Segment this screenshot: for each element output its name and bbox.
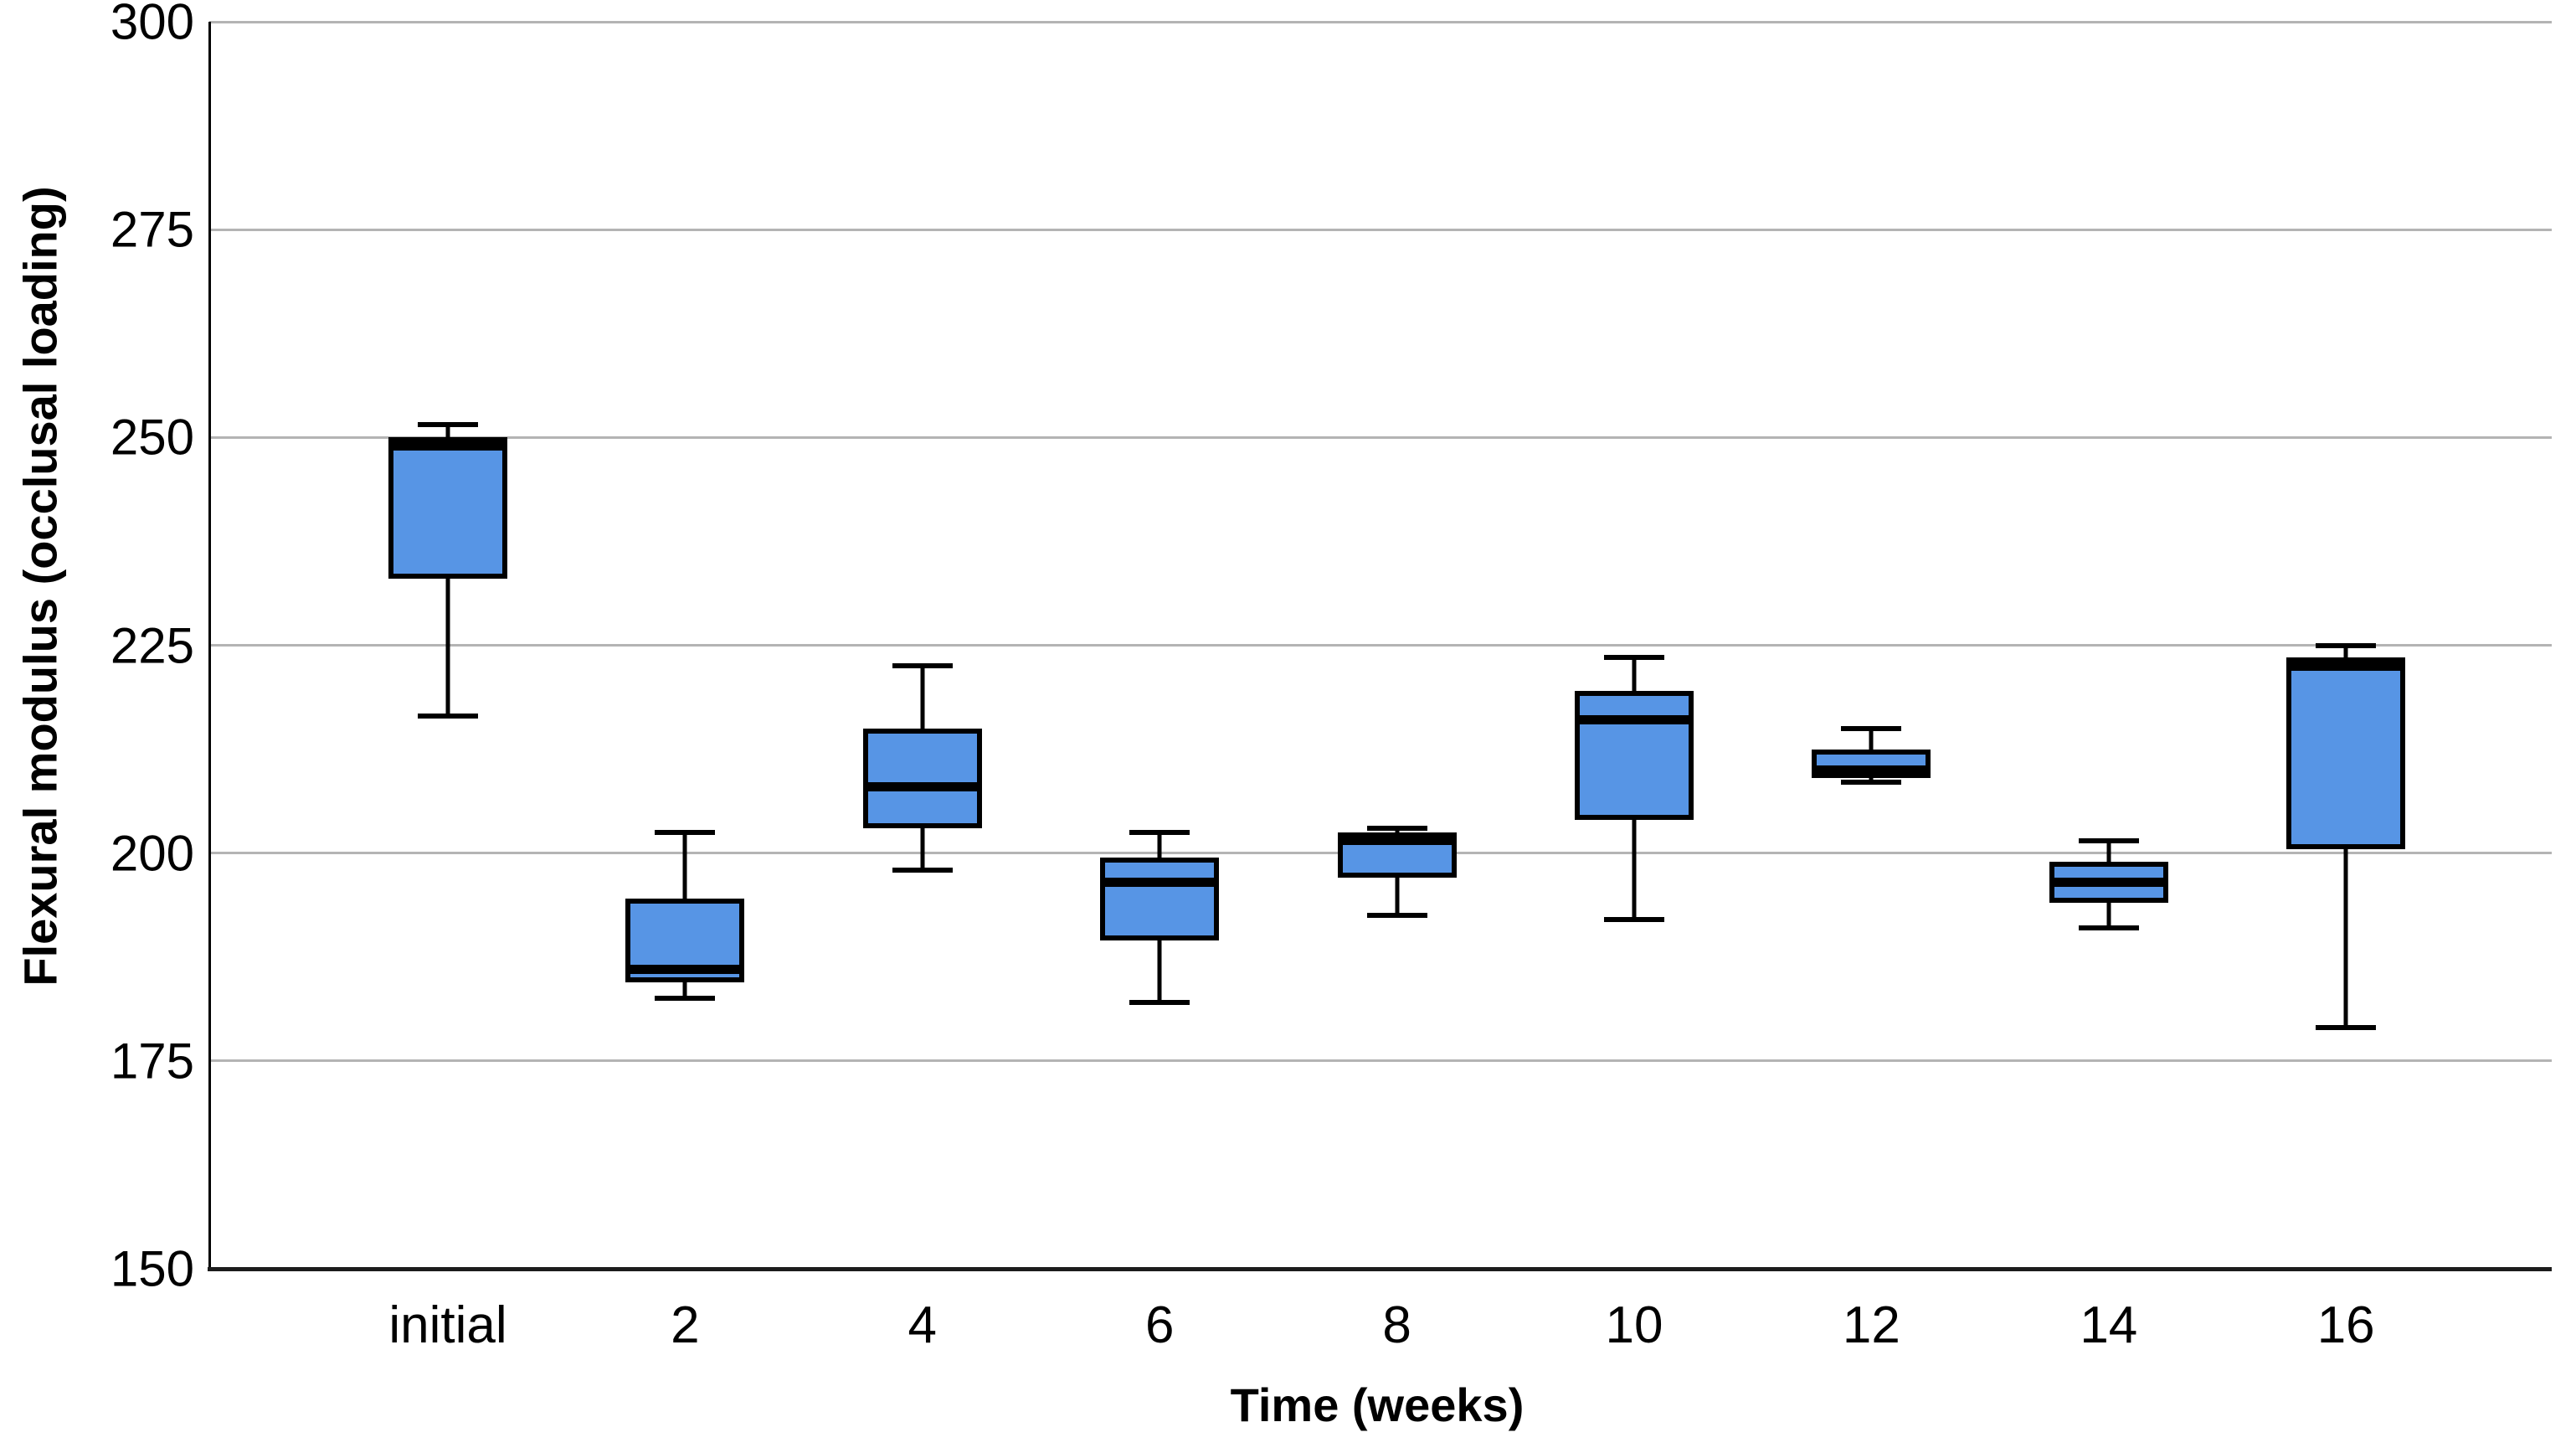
box-14-min-cap xyxy=(2078,925,2139,930)
box-2-max-cap xyxy=(655,829,716,835)
box-14-max-cap xyxy=(2078,837,2139,843)
box-2-lower-whisker xyxy=(682,982,687,999)
box-6-lower-whisker xyxy=(1157,940,1162,1003)
box-initial-max-cap xyxy=(418,422,478,428)
box-12-max-cap xyxy=(1841,725,1902,731)
box-8-min-cap xyxy=(1366,913,1427,919)
box-16-median-line xyxy=(2286,661,2406,671)
x-tick-label-14: 14 xyxy=(2080,1296,2138,1354)
box-6-median-line xyxy=(1100,877,1220,887)
x-tick-label-16: 16 xyxy=(2316,1296,2375,1354)
box-10-lower-whisker xyxy=(1632,819,1637,920)
box-16-max-cap xyxy=(2316,642,2377,648)
y-tick-label-200: 200 xyxy=(110,825,194,882)
box-4-iqr-box xyxy=(862,728,982,828)
box-initial-median-line xyxy=(388,441,507,451)
box-2-upper-whisker xyxy=(682,832,687,899)
gridline-250 xyxy=(209,435,2552,439)
box-6-max-cap xyxy=(1129,829,1190,835)
y-tick-label-275: 275 xyxy=(110,201,194,258)
gridline-175 xyxy=(209,1059,2552,1063)
box-initial-upper-whisker xyxy=(445,425,450,438)
box-6-min-cap xyxy=(1129,1000,1190,1006)
x-tick-label-2: 2 xyxy=(671,1296,700,1354)
box-initial-iqr-box xyxy=(388,437,507,580)
box-12-upper-whisker xyxy=(1869,728,1874,750)
y-tick-label-225: 225 xyxy=(110,617,194,673)
box-6-upper-whisker xyxy=(1157,832,1162,858)
box-initial-min-cap xyxy=(418,713,478,719)
gridline-275 xyxy=(209,228,2552,231)
box-4-lower-whisker xyxy=(920,827,925,870)
box-16-min-cap xyxy=(2316,1025,2377,1031)
box-12-min-cap xyxy=(1841,780,1902,786)
y-tick-label-250: 250 xyxy=(110,409,194,466)
x-tick-label-initial: initial xyxy=(388,1296,507,1354)
box-8-max-cap xyxy=(1366,825,1427,831)
y-tick-label-150: 150 xyxy=(110,1240,194,1297)
box-8-lower-whisker xyxy=(1395,878,1400,916)
box-16-upper-whisker xyxy=(2343,645,2348,658)
box-10-iqr-box xyxy=(1575,691,1694,820)
y-tick-label-300: 300 xyxy=(110,0,194,50)
x-tick-label-8: 8 xyxy=(1382,1296,1411,1354)
x-tick-label-12: 12 xyxy=(1842,1296,1900,1354)
box-8-median-line xyxy=(1337,836,1457,846)
box-6-iqr-box xyxy=(1100,857,1220,940)
box-16-iqr-box xyxy=(2286,657,2406,849)
x-axis-line xyxy=(208,1267,2552,1271)
box-10-upper-whisker xyxy=(1632,657,1637,692)
gridline-300 xyxy=(209,20,2552,23)
x-tick-label-4: 4 xyxy=(908,1296,938,1354)
y-axis-line xyxy=(208,22,211,1269)
box-10-min-cap xyxy=(1604,917,1664,923)
x-axis-title: Time (weeks) xyxy=(1230,1378,1525,1431)
box-14-median-line xyxy=(2049,877,2168,887)
box-12-median-line xyxy=(1812,765,1931,775)
box-4-median-line xyxy=(862,781,982,791)
box-14-lower-whisker xyxy=(2106,903,2111,928)
box-10-median-line xyxy=(1575,715,1694,725)
box-4-min-cap xyxy=(892,867,953,873)
box-2-min-cap xyxy=(655,996,716,1002)
box-10-max-cap xyxy=(1604,655,1664,661)
box-2-median-line xyxy=(625,965,745,975)
x-tick-label-10: 10 xyxy=(1605,1296,1663,1354)
box-16-lower-whisker xyxy=(2343,848,2348,1028)
box-14-upper-whisker xyxy=(2106,840,2111,862)
box-4-max-cap xyxy=(892,663,953,669)
x-tick-label-6: 6 xyxy=(1144,1296,1175,1354)
box-initial-lower-whisker xyxy=(445,579,450,716)
box-4-upper-whisker xyxy=(920,666,925,729)
y-tick-label-175: 175 xyxy=(110,1033,194,1090)
gridline-225 xyxy=(209,644,2552,647)
